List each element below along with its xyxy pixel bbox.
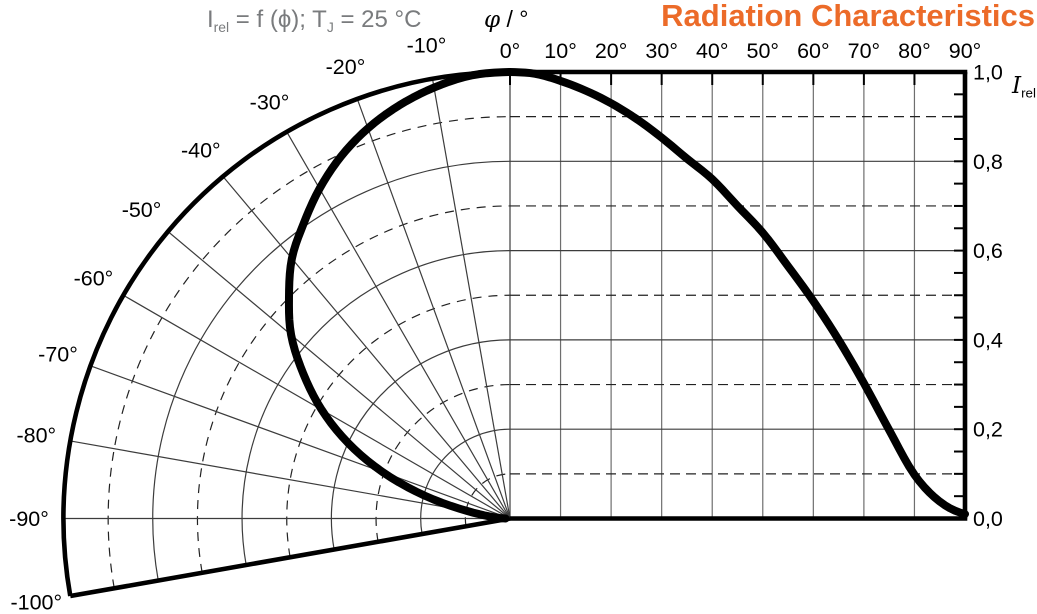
- polar-axis-tick-label: -40°: [181, 139, 221, 163]
- top-axis-tick-label: 0°: [500, 39, 521, 63]
- right-axis-tick-label: 0,0: [973, 507, 1003, 531]
- polar-axis-tick-label: -10°: [407, 33, 447, 57]
- right-axis-tick-label: 0,6: [973, 239, 1003, 263]
- polar-axis-tick-label: -30°: [250, 90, 290, 114]
- top-axis-tick-label: 60°: [797, 39, 830, 63]
- polar-axis-tick-label: -50°: [122, 198, 162, 222]
- top-axis-tick-label: 40°: [696, 39, 729, 63]
- right-axis-tick-label: 0,8: [973, 150, 1003, 174]
- polar-axis-tick-label: -80°: [16, 423, 56, 447]
- top-axis-tick-label: 90°: [949, 39, 982, 63]
- top-axis-tick-label: 80°: [898, 39, 931, 63]
- right-axis-tick-label: 1,0: [973, 61, 1003, 85]
- polar-spoke: [431, 78, 511, 519]
- polar-spoke: [286, 131, 511, 519]
- polar-boundary-spoke: [69, 516, 511, 599]
- top-axis-tick-label: 70°: [848, 39, 881, 63]
- chart-title: Radiation Characteristics: [661, 0, 1035, 33]
- chart-condition-label: Irel = f (ϕ); TJ = 25 °C: [207, 6, 422, 35]
- polar-axis-tick-label: -20°: [326, 55, 366, 79]
- phi-axis-label: φ / °: [484, 6, 529, 33]
- polar-axis-tick-label: -70°: [38, 342, 78, 366]
- top-axis-tick-label: 30°: [645, 39, 678, 63]
- right-axis-tick-label: 0,4: [973, 328, 1003, 352]
- polar-spoke: [70, 440, 511, 520]
- polar-spoke: [222, 176, 511, 519]
- irel-axis-label: Irel: [1012, 73, 1036, 101]
- polar-axis-tick-label: -100°: [10, 591, 62, 614]
- top-axis-tick-label: 50°: [747, 39, 780, 63]
- radiation-curve: [284, 68, 969, 523]
- polar-outer-arc: [61, 69, 511, 597]
- right-axis-tick-label: 0,2: [973, 418, 1003, 442]
- polar-spoke: [167, 231, 511, 519]
- polar-axis-tick-label: -90°: [9, 507, 49, 531]
- polar-gridline-dashed: [107, 116, 511, 589]
- polar-axis-tick-label: -60°: [74, 267, 114, 291]
- polar-spoke: [356, 98, 511, 519]
- top-axis-tick-label: 10°: [544, 39, 577, 63]
- top-axis-tick-label: 20°: [595, 39, 628, 63]
- polar-spoke: [90, 365, 511, 520]
